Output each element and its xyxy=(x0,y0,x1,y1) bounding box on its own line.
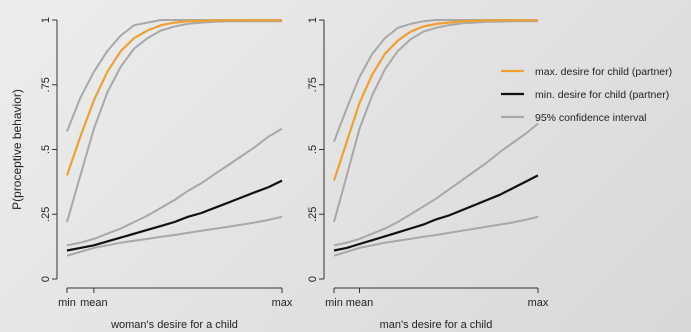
series-line-min-ci-lower xyxy=(66,215,283,257)
series-line-max-ci-lower xyxy=(333,20,538,223)
y-tick-label: .25 xyxy=(307,207,319,222)
legend-label: 95% confidence interval xyxy=(535,112,647,124)
series-line-max xyxy=(332,19,538,181)
series-line-min-ci-upper xyxy=(66,127,283,247)
series-line-min-ci-lower xyxy=(333,215,539,257)
y-tick-label: .25 xyxy=(40,207,52,222)
y-tick-label: 0 xyxy=(40,276,52,282)
chart-panel-woman: 0 .25 .5 .75 1 min mean max woman's desire for a… xyxy=(10,17,293,331)
y-tick-label: 1 xyxy=(40,17,52,23)
series-line-min xyxy=(333,174,539,252)
series-line-max xyxy=(65,19,282,176)
legend: max. desire for child (partner) min. desi… xyxy=(501,66,672,124)
series-line-min xyxy=(66,179,283,252)
x-tick-label: mean xyxy=(346,297,374,309)
x-tick-label: min xyxy=(325,297,343,309)
series-line-max-ci-upper xyxy=(333,19,538,143)
x-axis-title: man's desire for a child xyxy=(380,319,493,331)
y-tick-label: 1 xyxy=(307,17,319,23)
x-tick-label: max xyxy=(528,297,549,309)
series-line-max-ci-lower xyxy=(66,20,282,223)
y-tick-label: 0 xyxy=(307,276,319,282)
y-axis-title: P(proceptive behavior) xyxy=(10,89,24,210)
series-line-min-ci-upper xyxy=(333,122,539,247)
x-tick-label: max xyxy=(272,297,293,309)
x-tick-label: mean xyxy=(80,297,108,309)
legend-label: min. desire for child (partner) xyxy=(535,89,669,101)
legend-label: max. desire for child (partner) xyxy=(535,66,672,78)
y-tick-label: .5 xyxy=(307,145,319,154)
y-tick-label: .75 xyxy=(307,77,319,92)
x-tick-label: min xyxy=(58,297,76,309)
y-tick-label: .75 xyxy=(40,77,52,92)
x-axis-title: woman's desire for a child xyxy=(110,319,238,331)
chart-panel-man: 0 .25 .5 .75 1 min mean max man's desire for a c… xyxy=(307,17,549,331)
y-tick-label: .5 xyxy=(40,145,52,154)
